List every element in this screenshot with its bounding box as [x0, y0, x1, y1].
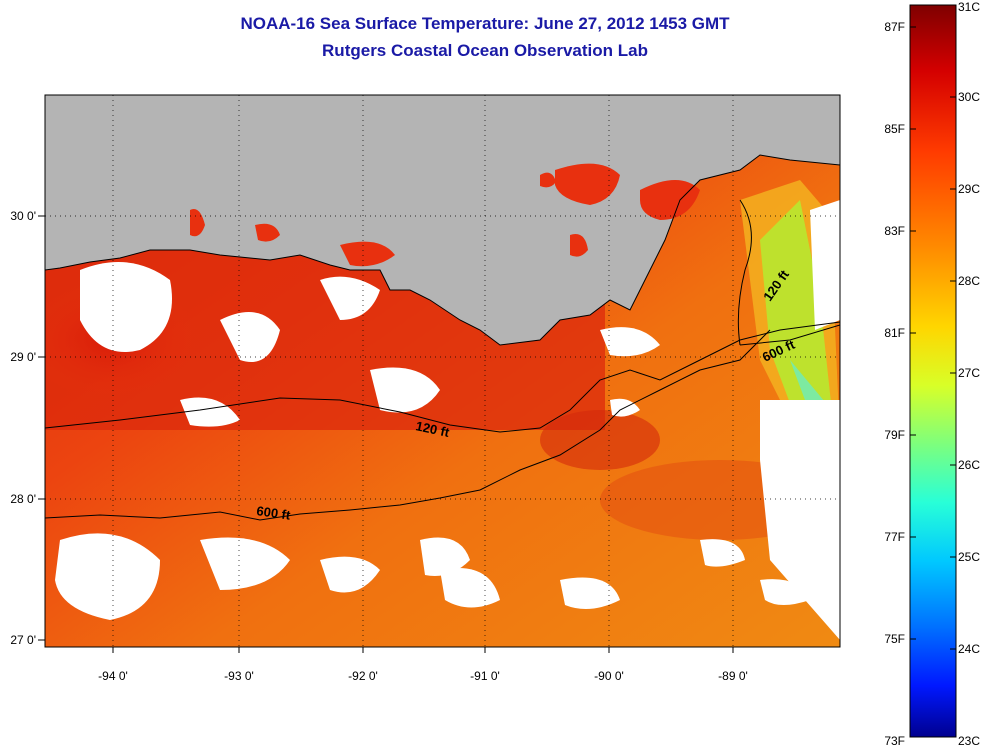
- y-tick-label: 27 0': [10, 633, 36, 647]
- colorbar-c-label: 24C: [958, 642, 980, 656]
- colorbar-c-label: 23C: [958, 734, 980, 748]
- colorbar-f-label: 85F: [884, 122, 905, 136]
- colorbar-c-label: 26C: [958, 458, 980, 472]
- contour-line-600ft: [45, 329, 771, 521]
- contour-label: 600 ft: [256, 503, 292, 523]
- x-tick-label: -94 0': [98, 669, 128, 683]
- warm-plume: [540, 410, 660, 470]
- land-mass: [45, 95, 840, 345]
- y-tick-label: 28 0': [10, 492, 36, 506]
- map-subtitle: Rutgers Coastal Ocean Observation Lab: [322, 41, 648, 60]
- colorbar-c-label: 28C: [958, 274, 980, 288]
- x-tick-label: -92 0': [348, 669, 378, 683]
- x-tick-label: -91 0': [470, 669, 500, 683]
- map-frame: [44, 94, 841, 648]
- map-plot-area: [45, 95, 840, 647]
- colorbar-f-label: 73F: [884, 734, 905, 748]
- colorbar-f-label: 81F: [884, 326, 905, 340]
- cloud-cover: [55, 200, 840, 640]
- inland-bay: [640, 180, 700, 220]
- contour-line-600ft-east: [739, 324, 840, 346]
- contour-line-120ft-east: [737, 199, 752, 346]
- map-grid: [45, 95, 840, 647]
- axis-ticks: [38, 215, 734, 653]
- y-tick-label: 30 0': [10, 209, 36, 223]
- colorbar-c-label: 31C: [958, 0, 980, 14]
- inland-bay: [340, 241, 395, 267]
- map-title: NOAA-16 Sea Surface Temperature: June 27…: [240, 14, 730, 33]
- inland-bay: [255, 223, 280, 242]
- contour-line-120ft: [45, 321, 840, 433]
- x-tick-label: -90 0': [594, 669, 624, 683]
- colorbar-ticks: [910, 26, 956, 650]
- inland-bay: [570, 234, 588, 257]
- inland-bay: [555, 163, 620, 205]
- colorbar-f-label: 79F: [884, 428, 905, 442]
- x-tick-label: -89 0': [718, 669, 748, 683]
- colorbar-f-label: 75F: [884, 632, 905, 646]
- colorbar-c-label: 25C: [958, 550, 980, 564]
- contour-label: 120 ft: [414, 418, 451, 440]
- colorbar-f-label: 77F: [884, 530, 905, 544]
- x-tick-label: -93 0': [224, 669, 254, 683]
- coastline: [45, 154, 840, 346]
- colorbar-c-label: 27C: [958, 366, 980, 380]
- colorbar-c-label: 29C: [958, 182, 980, 196]
- colorbar-c-label: 30C: [958, 90, 980, 104]
- inland-bay: [540, 172, 556, 188]
- colorbar-f-label: 87F: [884, 20, 905, 34]
- inland-bay: [190, 209, 205, 237]
- colorbar-f-label: 83F: [884, 224, 905, 238]
- colorbar: [909, 4, 957, 738]
- y-tick-label: 29 0': [10, 350, 36, 364]
- cool-water-region: [760, 200, 835, 440]
